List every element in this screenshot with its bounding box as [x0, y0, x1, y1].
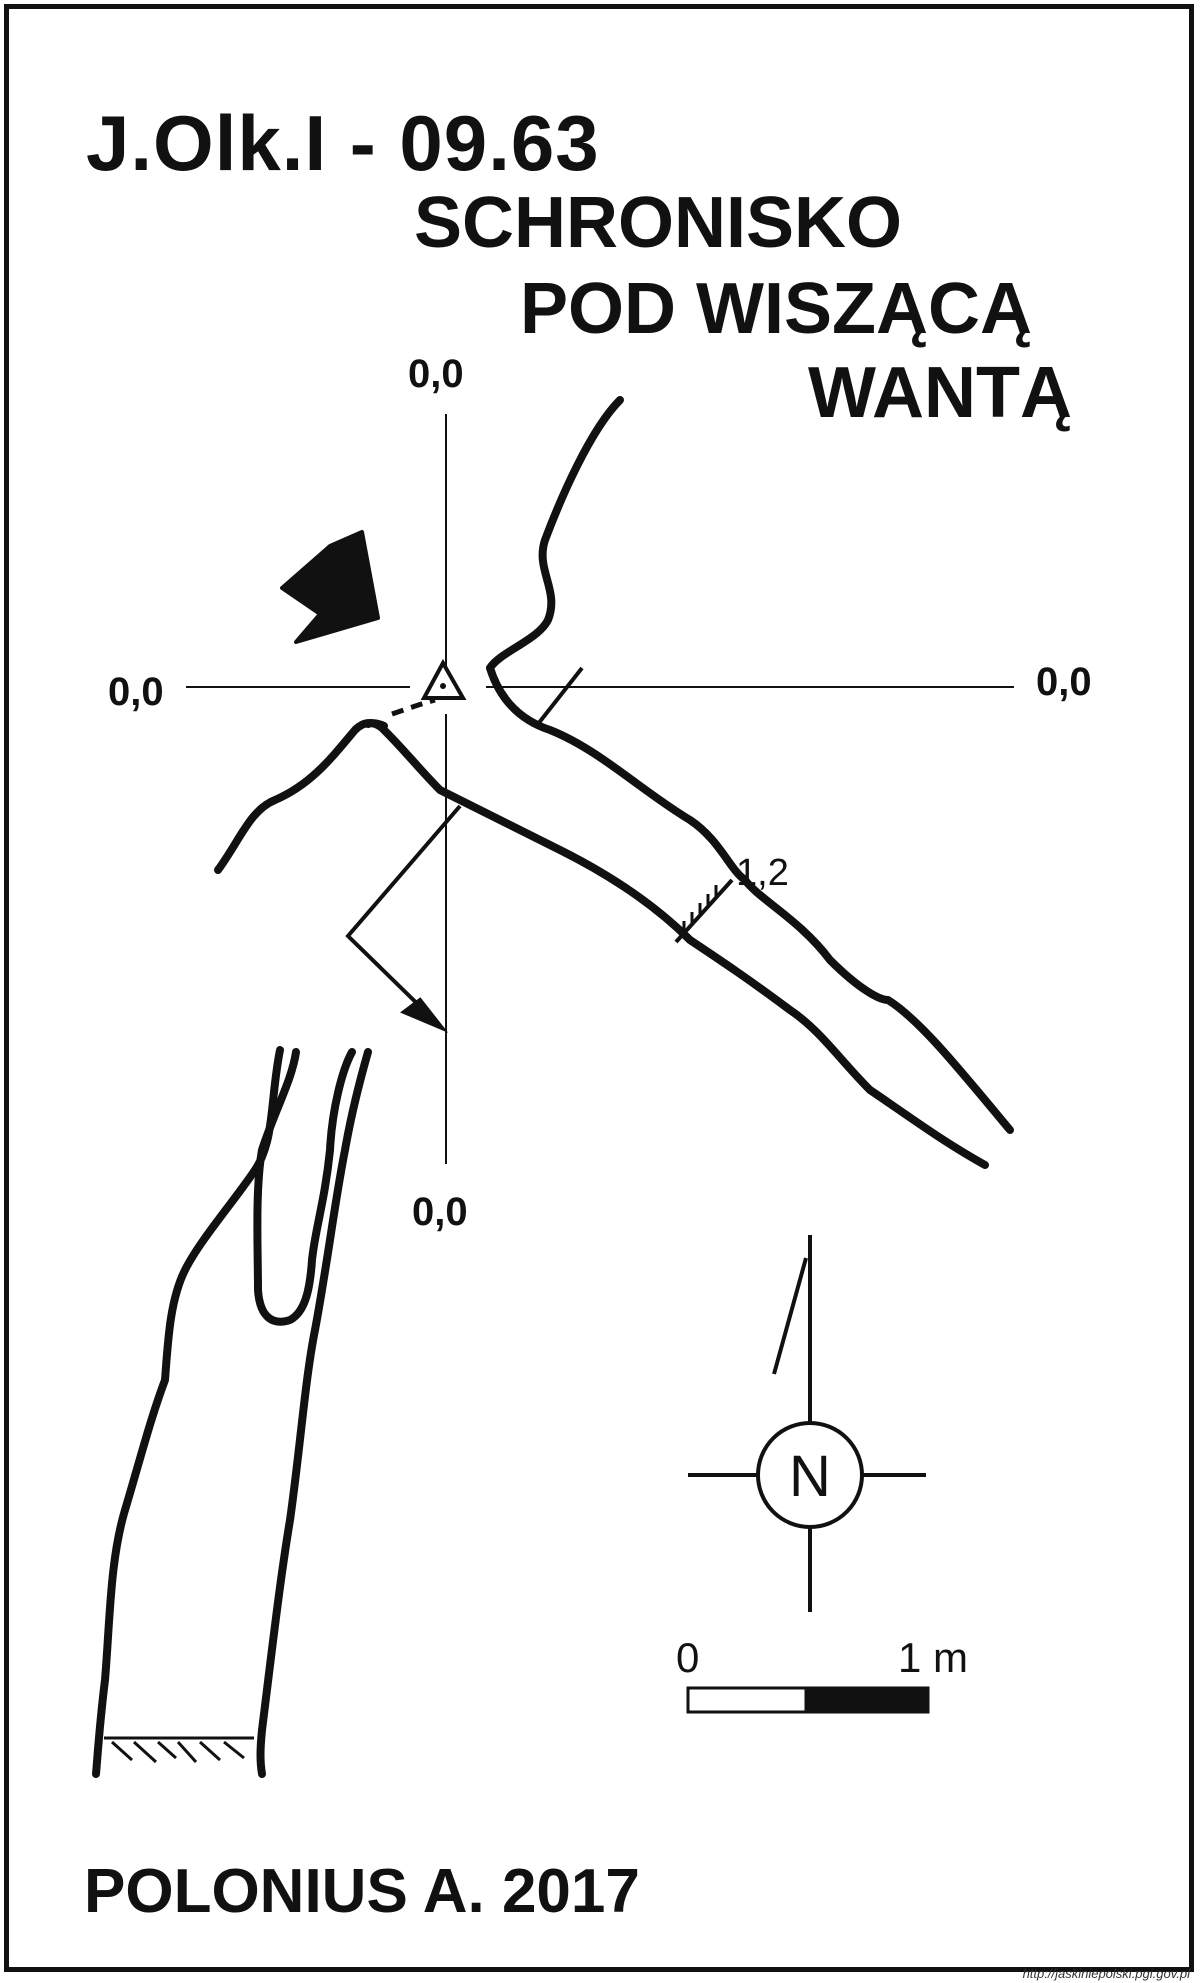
entrance-arrow-icon [280, 530, 380, 644]
entrance-section-line [536, 666, 584, 726]
slope-arrow-icon [345, 804, 462, 1033]
datum-label-bottom: 0,0 [412, 1190, 468, 1234]
south-west-passage-inner-right [256, 1048, 372, 1778]
cave-name-line-2: POD WISZĄCĄ [520, 269, 1032, 349]
scale-bar-white-segment [686, 1686, 808, 1714]
west-upper-wall [364, 719, 388, 730]
south-west-passage-outer [92, 1046, 284, 1778]
north-compass [688, 1235, 926, 1612]
scale-bar-black-segment [804, 1686, 930, 1714]
compass-letter: N [789, 1444, 831, 1509]
datum-label-top: 0,0 [408, 352, 464, 396]
passage-section-ticks [682, 885, 718, 933]
cave-name-line-1: SCHRONISKO [414, 183, 903, 263]
south-west-passage-inner-left [253, 1048, 356, 1326]
passage-height-label: 1,2 [736, 852, 789, 894]
east-upper-wall [486, 664, 1014, 1134]
cave-name-line-3: WANTĄ [808, 353, 1072, 433]
east-lower-wall [214, 719, 989, 1169]
cross-section-markers [536, 666, 734, 944]
magnetic-north-stroke [772, 1257, 808, 1375]
north-upper-wall [486, 396, 624, 672]
scale-bar [686, 1686, 930, 1714]
floor-hatching [104, 1736, 254, 1764]
cave-walls [92, 396, 1014, 1778]
author-and-year: POLONIUS A. 2017 [84, 1857, 640, 1926]
datum-point-icon [420, 658, 467, 700]
scale-label-one-meter: 1 m [898, 1634, 969, 1681]
datum-cross [186, 414, 1014, 1164]
source-url: http://jaskiniepolski.pgi.gov.pl [1022, 1966, 1190, 1981]
datum-label-left: 0,0 [108, 670, 164, 714]
datum-label-right: 0,0 [1036, 660, 1092, 704]
drip-line [391, 697, 436, 717]
map-frame [4, 4, 1194, 1972]
cave-code: J.Olk.I - 09.63 [86, 99, 600, 187]
scale-label-zero: 0 [676, 1634, 700, 1681]
